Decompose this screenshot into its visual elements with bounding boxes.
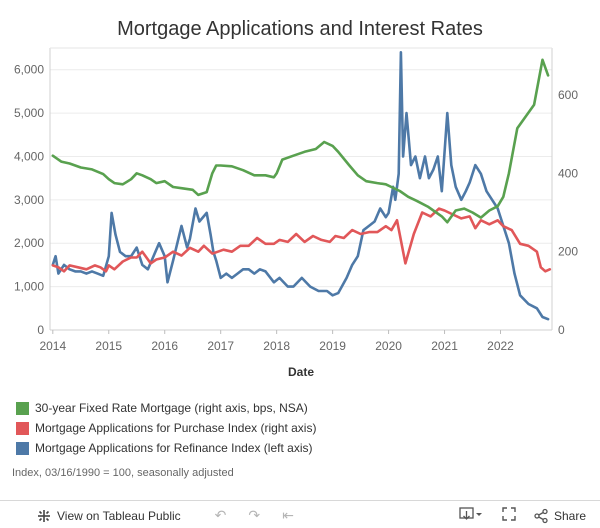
fullscreen-icon[interactable] [501,506,517,525]
left-tick-label: 6,000 [14,63,44,77]
gridlines [50,69,552,331]
share-button[interactable]: Share [533,508,586,524]
legend: 30-year Fixed Rate Mortgage (right axis,… [16,398,316,458]
tableau-logo-icon [38,509,50,522]
revert-icon[interactable]: ⇤ [282,507,294,523]
axes [49,47,553,334]
series-line-1 [51,207,552,273]
series-lines [51,51,552,321]
x-axis-title: Date [288,365,314,379]
redo-icon[interactable]: ↷ [248,507,261,523]
series-line-2 [51,51,550,321]
x-tick-label: 2021 [431,339,458,353]
left-tick-label: 5,000 [14,106,44,120]
x-tick-label: 2014 [39,339,66,353]
left-tick-label: 4,000 [14,149,44,163]
x-tick-label: 2022 [487,339,514,353]
series-line-0 [51,58,550,224]
undo-icon[interactable]: ↶ [214,507,227,523]
left-tick-label: 3,000 [14,193,44,207]
x-tick-label: 2019 [319,339,346,353]
right-tick-label: 0 [558,323,565,337]
view-on-tableau-button[interactable]: View on Tableau Public [36,508,181,524]
share-label: Share [553,508,586,523]
x-tick-label: 2015 [95,339,122,353]
tableau-toolbar: View on Tableau Public ↶ ↷ ⇤ [0,500,600,528]
legend-swatch-rate [16,401,29,415]
footnote: Index, 03/16/1990 = 100, seasonally adju… [12,467,234,479]
download-icon[interactable] [459,506,483,525]
right-tick-label: 600 [558,88,578,102]
x-tick-label: 2016 [151,339,178,353]
left-tick-label: 0 [37,323,44,337]
x-tick-label: 2017 [207,339,234,353]
chart-title: Mortgage Applications and Interest Rates [117,18,483,40]
legend-swatch-purchase [16,421,29,435]
share-icon [534,508,548,523]
legend-item-purchase[interactable]: Mortgage Applications for Purchase Index… [16,418,316,438]
view-on-tableau-label: View on Tableau Public [57,508,181,523]
left-tick-label: 2,000 [14,236,44,250]
legend-label-purchase: Mortgage Applications for Purchase Index… [35,421,317,435]
legend-item-rate[interactable]: 30-year Fixed Rate Mortgage (right axis,… [16,398,316,418]
right-tick-label: 400 [558,166,578,180]
line-chart: 0 1,000 2,000 3,000 4,000 5,000 6,000 0 200 400 60… [14,47,578,379]
legend-label-refinance: Mortgage Applications for Refinance Inde… [35,441,313,455]
x-tick-label: 2018 [263,339,290,353]
legend-item-refinance[interactable]: Mortgage Applications for Refinance Inde… [16,438,316,458]
left-tick-label: 1,000 [14,280,44,294]
legend-label-rate: 30-year Fixed Rate Mortgage (right axis,… [35,401,308,415]
right-tick-label: 200 [558,245,578,259]
x-tick-label: 2020 [375,339,402,353]
legend-swatch-refinance [16,441,29,455]
tick-labels: 0 1,000 2,000 3,000 4,000 5,000 6,000 0 200 400 60… [14,63,578,379]
